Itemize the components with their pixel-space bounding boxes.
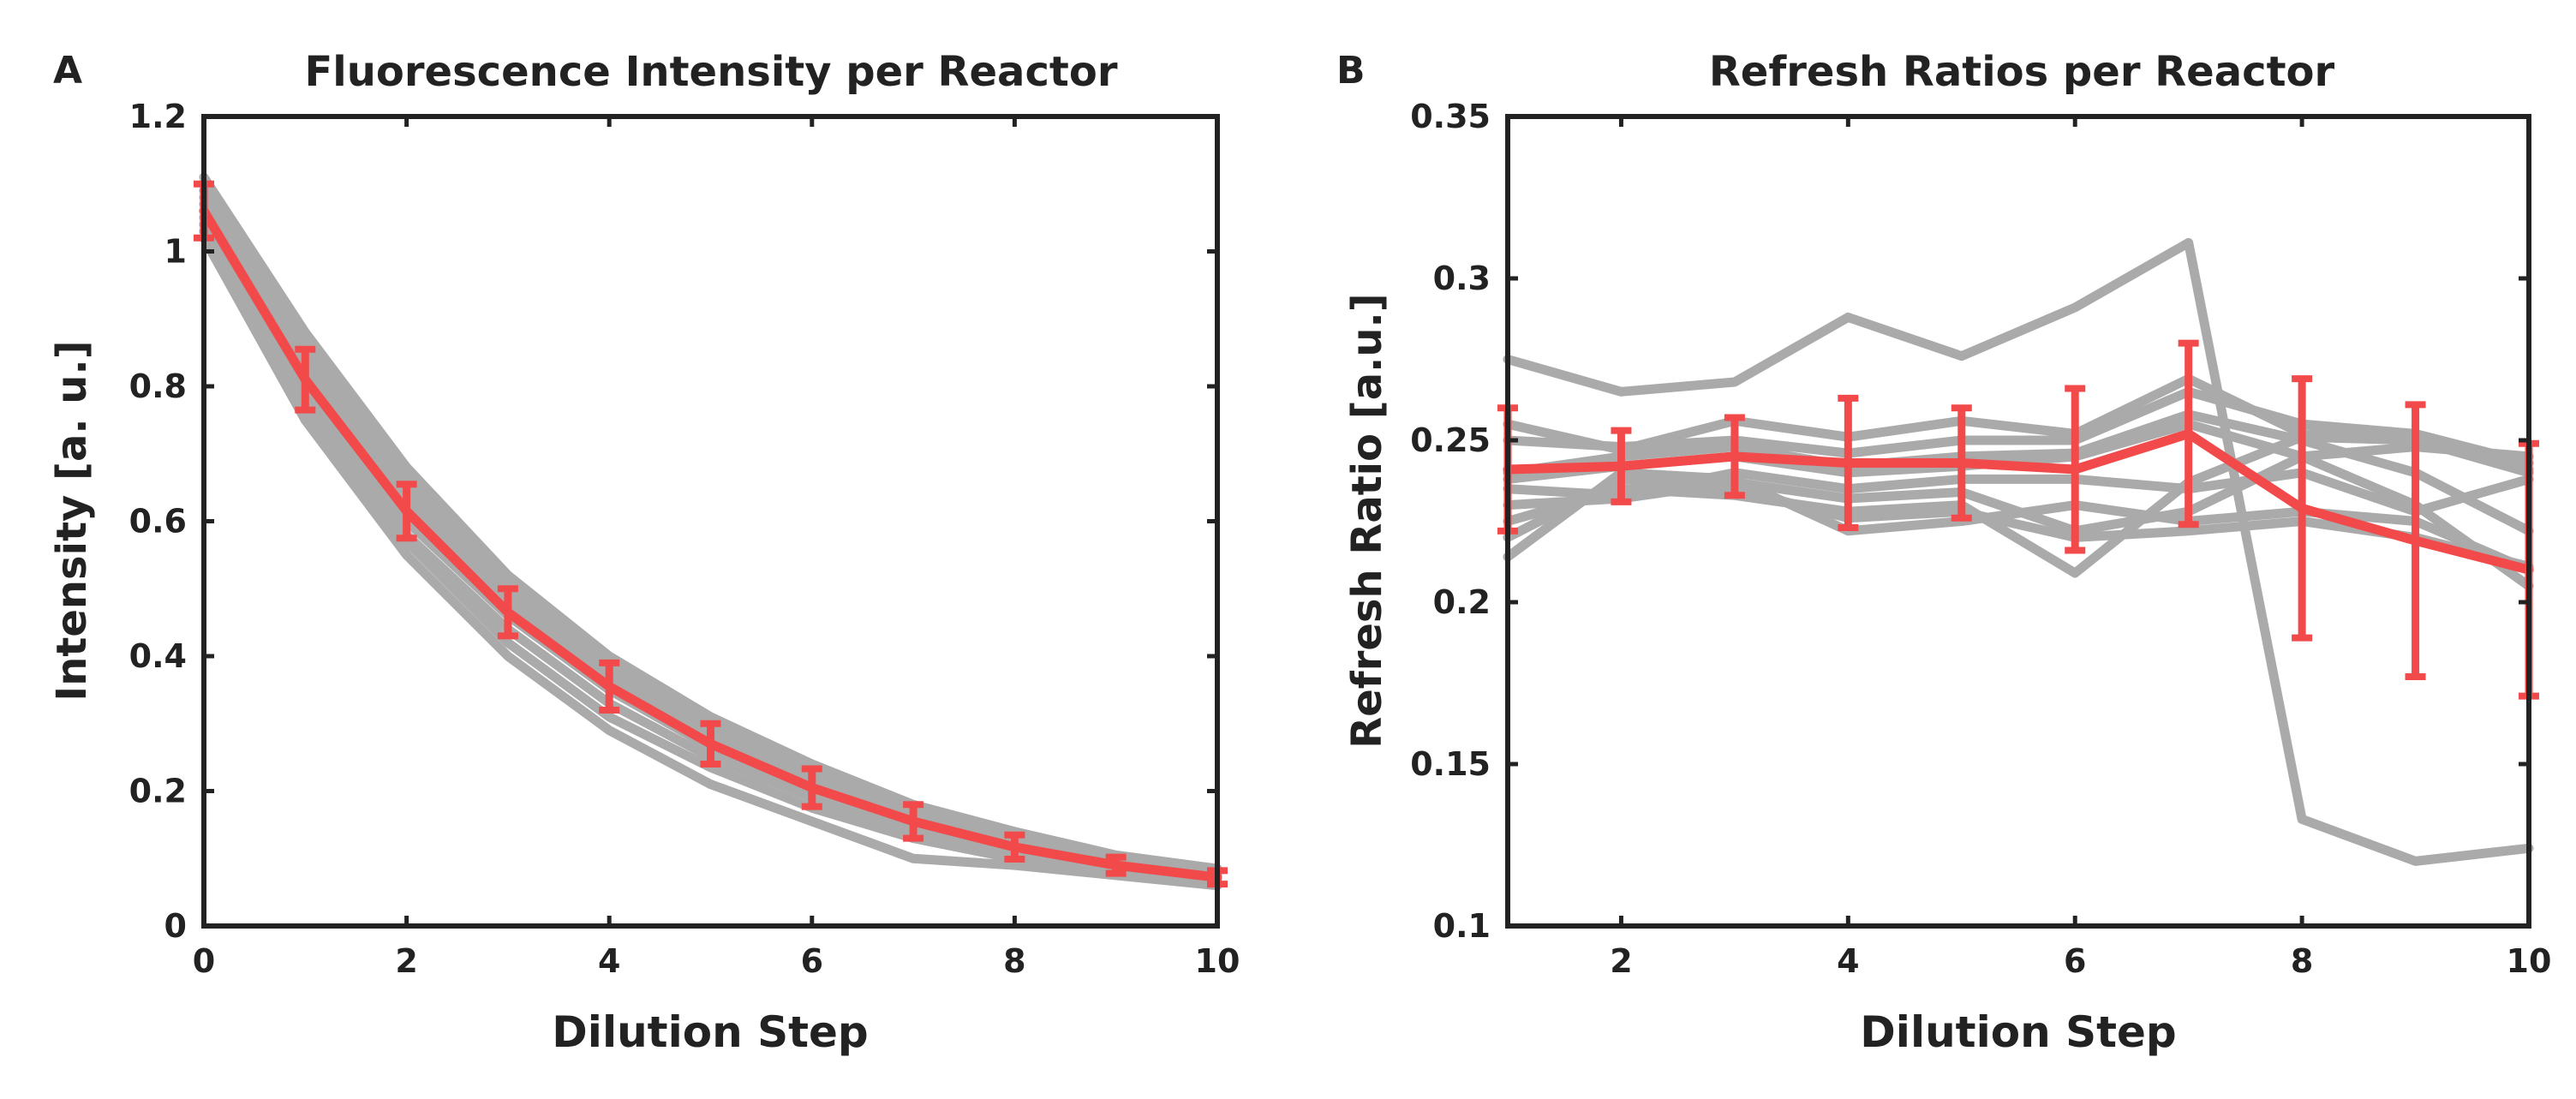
y-tick-label: 0.25 <box>1410 421 1491 459</box>
y-tick-label: 0.35 <box>1410 98 1491 135</box>
error-bar <box>1611 427 1632 505</box>
error-bar <box>903 801 924 842</box>
reactor-series-line-8 <box>1503 432 2534 578</box>
y-tick-label: 0.8 <box>129 367 187 405</box>
x-tick-label: 4 <box>598 942 620 980</box>
error-bar <box>2065 385 2086 554</box>
x-tick-label: 2 <box>395 942 417 980</box>
plot-frame <box>1505 114 2531 929</box>
error-bar <box>497 585 518 640</box>
y-tick-label: 0.3 <box>1433 260 1491 297</box>
reactor-series-line-5 <box>199 206 1222 882</box>
error-bar <box>1951 404 1972 522</box>
series-layer <box>1503 237 2534 866</box>
y-tick-label: 1 <box>164 233 187 271</box>
panel-b: B Refresh Ratios per Reactor 2 4 6 8 10 0.1 0.… <box>1336 48 2551 1057</box>
error-bar <box>599 659 620 714</box>
tick-layer: 0 2 4 6 8 10 0 0.2 0.4 0.6 0.8 1 1.2 <box>129 98 1240 980</box>
panel-a: A Fluorescence Intensity per Reactor 0 2 4… <box>48 48 1240 1057</box>
reactor-series-line-1 <box>1503 237 2534 866</box>
panel-label: A <box>53 49 82 93</box>
y-tick-label: 0.6 <box>129 503 187 541</box>
x-tick-label: 6 <box>2064 942 2086 980</box>
mean-series-line <box>199 206 1222 882</box>
error-bar <box>396 481 417 542</box>
reactor-series-line-4 <box>199 199 1222 881</box>
error-bar <box>2178 339 2199 529</box>
error-bar <box>2405 401 2426 680</box>
x-tick-label: 8 <box>2291 942 2313 980</box>
y-axis-label: Intensity [a. u.] <box>48 340 96 701</box>
x-tick-label: 8 <box>1003 942 1025 980</box>
x-tick-label: 4 <box>1837 942 1859 980</box>
reactor-series-line-10 <box>199 233 1222 891</box>
series-layer <box>199 172 1222 891</box>
y-tick-label: 0 <box>164 907 187 945</box>
reactor-series-line-4 <box>1503 409 2534 536</box>
y-tick-label: 0.1 <box>1433 907 1491 945</box>
mean-series-line <box>1503 428 2534 575</box>
error-bar <box>1838 394 1859 532</box>
x-tick-label: 6 <box>801 942 823 980</box>
chart-title: Fluorescence Intensity per Reactor <box>304 48 1117 96</box>
reactor-series-line-10 <box>1503 468 2534 575</box>
error-bar <box>1724 414 1745 499</box>
x-tick-label: 10 <box>2507 942 2552 980</box>
x-tick-label: 0 <box>193 942 215 980</box>
chart-title: Refresh Ratios per Reactor <box>1709 48 2335 96</box>
error-bar <box>1105 853 1127 877</box>
panel-label: B <box>1336 49 1366 93</box>
y-tick-label: 0.15 <box>1410 745 1491 783</box>
error-bar <box>295 345 316 414</box>
error-bar <box>2292 375 2313 642</box>
y-tick-label: 0.2 <box>1433 583 1491 621</box>
x-axis-label: Dilution Step <box>1860 1007 2176 1057</box>
x-tick-label: 2 <box>1610 942 1632 980</box>
y-tick-label: 0.2 <box>129 773 187 810</box>
error-bar <box>700 720 721 768</box>
tick-layer: 2 4 6 8 10 0.1 0.15 0.2 0.25 0.3 0.35 <box>1410 98 2551 980</box>
y-tick-label: 1.2 <box>129 98 187 135</box>
reactor-series-line-3 <box>1503 386 2534 468</box>
x-tick-label: 10 <box>1195 942 1240 980</box>
y-axis-label: Refresh Ratio [a.u.] <box>1343 293 1391 748</box>
x-axis-label: Dilution Step <box>552 1007 868 1057</box>
error-bar <box>1004 831 1025 863</box>
y-tick-label: 0.4 <box>129 637 187 675</box>
error-bar <box>801 765 822 810</box>
plot-frame <box>201 114 1220 929</box>
